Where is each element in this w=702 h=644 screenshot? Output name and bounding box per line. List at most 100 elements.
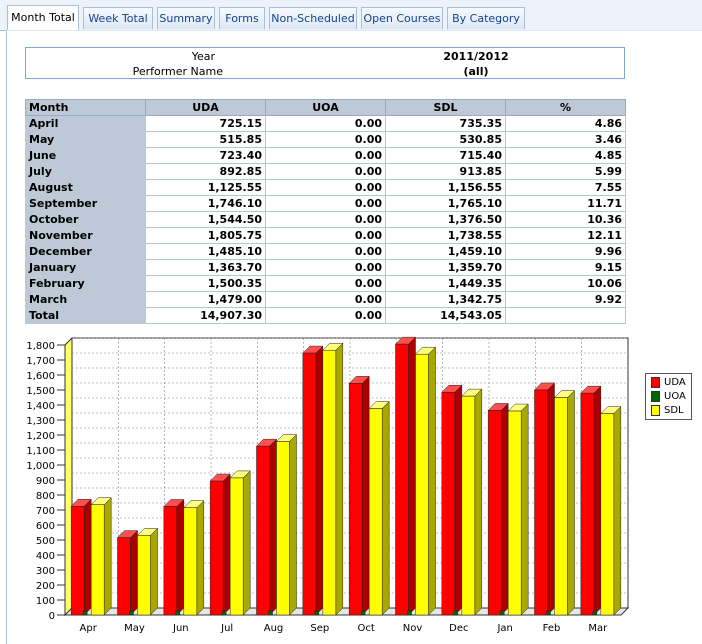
tab-week-total[interactable]: Week Total bbox=[83, 7, 153, 29]
table-row: March 1,479.00 0.00 1,342.75 9.92 bbox=[25, 291, 626, 308]
x-tick-label: Feb bbox=[543, 623, 561, 634]
percent-cell bbox=[505, 307, 626, 324]
tab-month-total[interactable]: Month Total bbox=[7, 5, 79, 31]
header-uda: UDA bbox=[145, 99, 266, 116]
bar-sdl bbox=[137, 535, 151, 616]
x-tick-label: Jan bbox=[496, 623, 512, 634]
bar-sdl bbox=[507, 410, 522, 616]
table-row: February 1,500.35 0.00 1,449.35 10.06 bbox=[25, 275, 626, 292]
x-tick-label: Jul bbox=[220, 623, 233, 634]
year-value: 2011/2012 bbox=[443, 50, 509, 63]
x-tick-label: Mar bbox=[588, 623, 608, 634]
x-tick-label: Oct bbox=[358, 623, 375, 634]
bar-uoa bbox=[82, 610, 88, 616]
table-row: September 1,746.10 0.00 1,765.10 11.71 bbox=[25, 195, 626, 212]
bar-uda bbox=[256, 445, 270, 616]
uda-cell: 1,805.75 bbox=[145, 227, 266, 244]
month-cell: February bbox=[25, 275, 146, 292]
bar-side-sdl bbox=[289, 433, 297, 616]
bar-side-uda bbox=[269, 438, 277, 616]
bar-sdl bbox=[90, 504, 105, 616]
x-tick-label: May bbox=[124, 623, 145, 634]
month-cell: November bbox=[25, 227, 146, 244]
tab-summary[interactable]: Summary bbox=[157, 7, 215, 29]
y-tick-label: 1,500 bbox=[26, 386, 55, 397]
bar-side-sdl bbox=[150, 527, 158, 616]
bar-side-uda bbox=[361, 375, 370, 616]
percent-cell: 3.46 bbox=[505, 131, 626, 148]
y-tick-label: 900 bbox=[36, 476, 55, 487]
month-cell: March bbox=[25, 291, 146, 308]
y-tick-label: 100 bbox=[36, 596, 55, 607]
sdl-cell: 1,765.10 bbox=[385, 195, 506, 212]
bar-uoa bbox=[499, 610, 505, 616]
bar-side-sdl bbox=[474, 388, 483, 616]
bar-side-sdl bbox=[613, 405, 622, 616]
tab-by-category[interactable]: By Category bbox=[447, 7, 525, 29]
y-tick-label: 0 bbox=[49, 611, 55, 622]
uoa-cell: 0.00 bbox=[265, 291, 386, 308]
legend-item-uda: UDA bbox=[651, 376, 686, 389]
tab-open-courses[interactable]: Open Courses bbox=[361, 7, 443, 29]
bar-uda bbox=[441, 391, 456, 616]
sdl-cell: 1,459.10 bbox=[385, 243, 506, 260]
month-cell: April bbox=[25, 115, 146, 132]
monthly-bar-chart: 0 100 200 300 400 500 600 700 800 900 1,000 1,100 1,… bbox=[26, 336, 630, 634]
percent-cell: 9.96 bbox=[505, 243, 626, 260]
sdl-cell: 1,156.55 bbox=[385, 179, 506, 196]
bar-sdl bbox=[322, 349, 337, 616]
bar-sdl bbox=[183, 507, 198, 616]
uoa-cell: 0.00 bbox=[265, 195, 386, 212]
bar-side-uda bbox=[454, 384, 463, 616]
legend-item-sdl: SDL bbox=[651, 404, 684, 417]
y-tick-label: 1,100 bbox=[26, 446, 55, 457]
bar-side-uda bbox=[500, 402, 509, 616]
uda-cell: 725.15 bbox=[145, 115, 266, 132]
uda-cell: 14,907.30 bbox=[145, 307, 266, 324]
month-cell: June bbox=[25, 147, 146, 164]
filter-summary: Year Performer Name 2011/2012 (all) bbox=[25, 47, 625, 79]
month-cell: July bbox=[25, 163, 146, 180]
bar-side-sdl bbox=[103, 497, 112, 616]
bar-uoa bbox=[592, 610, 598, 616]
month-cell: October bbox=[25, 211, 146, 228]
uda-cell: 1,544.50 bbox=[145, 211, 266, 228]
uoa-cell: 0.00 bbox=[265, 163, 386, 180]
y-tick-label: 1,400 bbox=[26, 401, 55, 412]
table-row: April 725.15 0.00 735.35 4.86 bbox=[25, 115, 626, 132]
bar-uoa bbox=[407, 610, 412, 616]
month-cell: September bbox=[25, 195, 146, 212]
uda-cell: 1,125.55 bbox=[145, 179, 266, 196]
month-cell: January bbox=[25, 259, 146, 276]
table-total-row: Total 14,907.30 0.00 14,543.05 bbox=[25, 307, 626, 324]
bar-side-sdl bbox=[196, 500, 205, 616]
bar-uda bbox=[487, 410, 502, 616]
x-tick-label: Sep bbox=[310, 623, 329, 634]
y-tick-label: 1,300 bbox=[26, 416, 55, 427]
bar-sdl bbox=[554, 397, 568, 616]
uoa-cell: 0.00 bbox=[265, 147, 386, 164]
header-uoa: UOA bbox=[265, 99, 386, 116]
uda-cell: 515.85 bbox=[145, 131, 266, 148]
sdl-cell: 530.85 bbox=[385, 131, 506, 148]
bar-uda bbox=[163, 506, 178, 616]
bar-sdl bbox=[368, 408, 383, 616]
table-row: January 1,363.70 0.00 1,359.70 9.15 bbox=[25, 259, 626, 276]
tab-forms[interactable]: Forms bbox=[219, 7, 265, 29]
sdl-cell: 1,738.55 bbox=[385, 227, 506, 244]
bar-uda bbox=[534, 389, 548, 616]
x-tick-label: Dec bbox=[449, 623, 468, 634]
y-tick-label: 700 bbox=[36, 506, 55, 517]
table-row: June 723.40 0.00 715.40 4.85 bbox=[25, 147, 626, 164]
bar-uda bbox=[70, 505, 85, 616]
bar-side-sdl bbox=[428, 346, 436, 616]
chart-legend: UDA UOA SDL bbox=[645, 373, 692, 420]
tab-non-scheduled[interactable]: Non-Scheduled bbox=[269, 7, 357, 29]
bar-uda bbox=[348, 383, 363, 616]
percent-cell: 5.99 bbox=[505, 163, 626, 180]
monthly-totals-table: Month UDA UOA SDL % April 725.15 0.00 735.3… bbox=[25, 99, 626, 324]
uoa-cell: 0.00 bbox=[265, 115, 386, 132]
bar-side-uda bbox=[315, 345, 324, 616]
legend-swatch-uda bbox=[651, 376, 660, 388]
y-tick-label: 1,000 bbox=[26, 461, 55, 472]
